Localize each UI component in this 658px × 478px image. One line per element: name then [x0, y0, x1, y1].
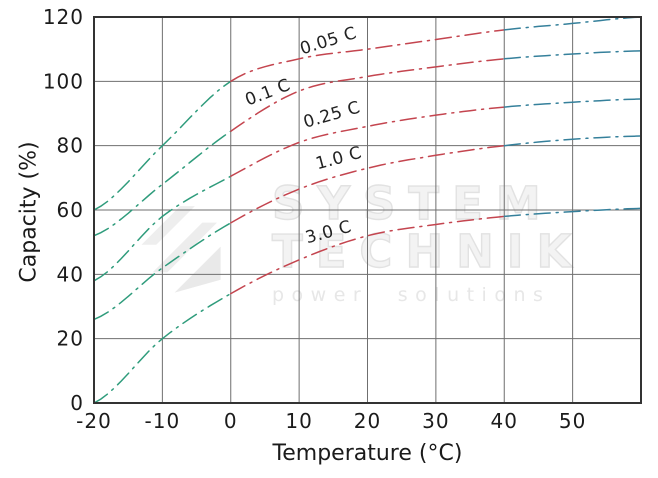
curve-0.25C-normal	[230, 106, 506, 177]
x-tick-label: 20	[354, 409, 381, 433]
curve-label-0.1C: 0.1 C	[242, 75, 293, 110]
x-tick-label: 0	[224, 409, 238, 433]
curve-label-1.0C: 1.0 C	[314, 143, 364, 174]
y-tick-label: 0	[70, 391, 84, 415]
y-axis-title: Capacity (%)	[16, 141, 42, 283]
x-tick-label: 30	[422, 409, 449, 433]
x-tick-label: 50	[559, 409, 586, 433]
curve-0.25C-hot	[503, 98, 642, 108]
plot-border	[93, 16, 642, 404]
x-tick-label: -20	[76, 409, 112, 433]
curve-0.05C-normal	[230, 29, 506, 83]
curve-0.05C-hot	[503, 16, 642, 31]
curve-1.0C-normal	[230, 144, 506, 224]
curve-label-3.0C: 3.0 C	[303, 217, 353, 248]
curve-label-0.25C: 0.25 C	[301, 98, 362, 133]
y-tick-label: 100	[43, 69, 84, 93]
curve-3.0C-normal	[230, 215, 506, 295]
y-tick-label: 20	[57, 327, 84, 351]
y-tick-label: 40	[57, 262, 84, 286]
x-tick-label: 40	[491, 409, 518, 433]
y-tick-label: 80	[57, 134, 84, 158]
curve-0.05C-cold	[93, 80, 232, 211]
x-axis-title: Temperature (°C)	[272, 441, 463, 466]
x-tick-label: -10	[145, 409, 181, 433]
y-tick-label: 120	[43, 5, 84, 29]
curve-0.1C-cold	[93, 130, 232, 237]
x-tick-label: 10	[285, 409, 312, 433]
curve-0.1C-hot	[503, 50, 642, 60]
curve-3.0C-hot	[503, 207, 642, 218]
curve-0.1C-normal	[230, 58, 506, 132]
curve-1.0C-hot	[503, 135, 642, 147]
curve-3.0C-cold	[93, 292, 232, 404]
y-tick-label: 60	[57, 198, 84, 222]
